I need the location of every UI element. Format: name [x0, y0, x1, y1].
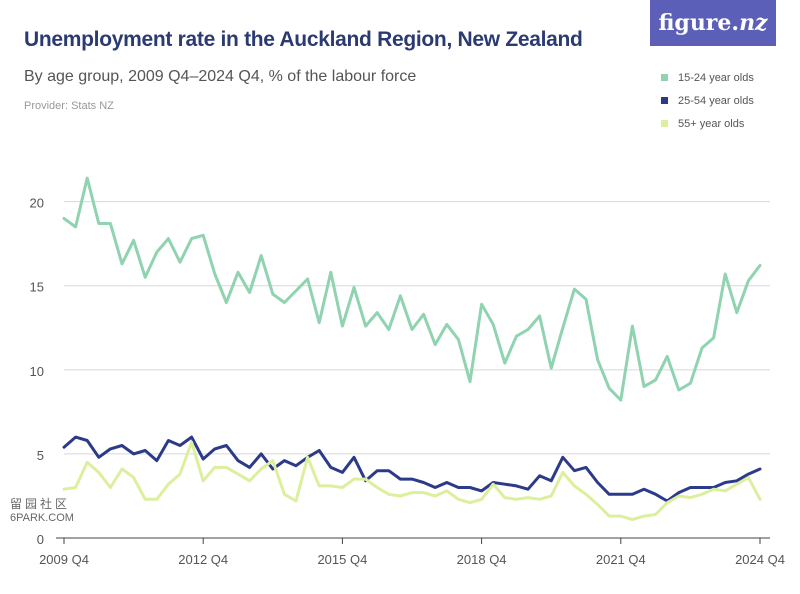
legend-swatch-25-54: [661, 97, 668, 104]
legend-item-25-54: 25-54 year olds: [661, 89, 754, 112]
chart-subtitle: By age group, 2009 Q4–2024 Q4, % of the …: [24, 68, 417, 85]
legend-swatch-55-plus: [661, 120, 668, 127]
y-axis-ticks: 0 5 10 15 20: [30, 196, 44, 547]
chart-legend: 15-24 year olds 25-54 year olds 55+ year…: [661, 66, 754, 135]
series-line-1: [62, 176, 762, 402]
chart-gridlines: [56, 201, 770, 539]
figure-nz-logo[interactable]: figure. nz: [650, 0, 776, 46]
x-tick-label: 2015 Q4: [317, 552, 367, 567]
x-tick-label: 2009 Q4: [39, 552, 89, 567]
series-line-2: [62, 435, 762, 503]
chart-title: Unemployment rate in the Auckland Region…: [24, 28, 583, 51]
watermark-bottom: 6PARK.COM: [10, 512, 74, 524]
x-axis-ticks: 2009 Q4 2012 Q4 2015 Q4 2018 Q4 2021 Q4 2024 …: [39, 538, 785, 567]
data-provider: Provider: Stats NZ: [24, 100, 114, 112]
chart-series: [62, 176, 762, 521]
x-tick-label: 2018 Q4: [457, 552, 507, 567]
legend-item-55-plus: 55+ year olds: [661, 112, 754, 135]
logo-text-nz: nz: [739, 10, 768, 36]
watermark: 留园社区 6PARK.COM: [10, 497, 74, 525]
x-tick-label: 2012 Q4: [178, 552, 228, 567]
logo-text: figure.: [658, 10, 740, 36]
legend-swatch-15-24: [661, 74, 668, 81]
x-tick-label: 2024 Q4: [735, 552, 785, 567]
legend-label-55-plus: 55+ year olds: [678, 117, 745, 130]
x-tick-label: 2021 Q4: [596, 552, 646, 567]
legend-label-15-24: 15-24 year olds: [678, 71, 754, 84]
legend-item-15-24: 15-24 year olds: [661, 66, 754, 89]
legend-label-25-54: 25-54 year olds: [678, 94, 754, 107]
y-tick-label: 5: [37, 448, 44, 463]
series-line-3: [62, 440, 762, 521]
y-tick-label: 10: [30, 364, 44, 379]
y-tick-label: 20: [30, 196, 44, 211]
watermark-top: 留园社区: [10, 497, 71, 511]
y-tick-label: 0: [37, 532, 44, 547]
y-tick-label: 15: [30, 280, 44, 295]
